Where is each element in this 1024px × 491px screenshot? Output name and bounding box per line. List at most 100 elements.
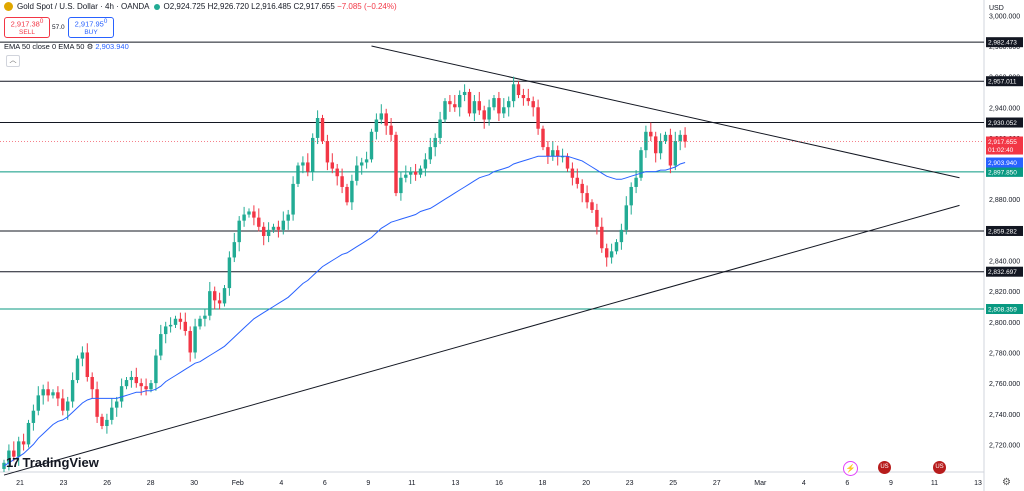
buy-button[interactable]: 2,917.950 BUY (68, 17, 114, 38)
candle-body[interactable] (653, 136, 658, 154)
currency-label[interactable]: USD (989, 5, 1004, 12)
candle-body[interactable] (355, 165, 359, 181)
candle-body[interactable] (531, 101, 535, 108)
candle-body[interactable] (541, 128, 545, 148)
candle-body[interactable] (46, 389, 50, 396)
candle-body[interactable] (340, 176, 344, 187)
candle-body[interactable] (595, 209, 599, 227)
candle-body[interactable] (296, 165, 300, 184)
candle-body[interactable] (443, 101, 447, 120)
candle-body[interactable] (291, 183, 295, 215)
candle-body[interactable] (163, 326, 168, 335)
candle-body[interactable] (408, 171, 413, 175)
candle-body[interactable] (379, 113, 384, 120)
candle-body[interactable] (65, 401, 70, 411)
candle-body[interactable] (555, 150, 560, 157)
candle-body[interactable] (604, 248, 609, 258)
candle-body[interactable] (21, 441, 26, 445)
candle-body[interactable] (144, 386, 148, 390)
candle-body[interactable] (497, 98, 501, 114)
candle-body[interactable] (438, 119, 442, 138)
flash-event-icon[interactable]: ⚡ (843, 461, 858, 476)
candle-body[interactable] (629, 186, 633, 206)
candle-body[interactable] (467, 91, 472, 114)
candle-body[interactable] (649, 131, 653, 137)
candle-body[interactable] (124, 380, 129, 387)
candle-body[interactable] (418, 168, 423, 175)
candle-body[interactable] (114, 401, 119, 408)
candle-body[interactable] (168, 324, 173, 327)
descending-trendline[interactable] (371, 45, 960, 179)
candle-body[interactable] (203, 315, 207, 319)
candle-body[interactable] (212, 291, 217, 301)
candle-body[interactable] (624, 205, 629, 230)
candle-body[interactable] (149, 383, 153, 390)
candle-body[interactable] (364, 159, 369, 163)
candle-body[interactable] (310, 137, 315, 172)
candle-body[interactable] (134, 376, 139, 384)
candle-body[interactable] (472, 101, 477, 114)
candle-body[interactable] (580, 183, 584, 194)
candle-body[interactable] (178, 318, 183, 322)
candle-body[interactable] (673, 140, 678, 166)
candle-body[interactable] (359, 162, 364, 166)
candle-body[interactable] (560, 156, 565, 158)
candle-body[interactable] (477, 101, 482, 111)
candle-body[interactable] (551, 150, 555, 157)
candle-body[interactable] (639, 150, 643, 178)
candle-body[interactable] (511, 84, 516, 102)
candle-body[interactable] (26, 422, 31, 445)
gear-icon[interactable]: ⚙ (1002, 477, 1011, 488)
candle-body[interactable] (110, 407, 114, 420)
candle-body[interactable] (585, 193, 589, 203)
candle-body[interactable] (516, 84, 521, 96)
candle-body[interactable] (492, 98, 496, 108)
candle-body[interactable] (448, 101, 452, 105)
candle-body[interactable] (70, 380, 75, 402)
candle-body[interactable] (404, 174, 408, 178)
candle-body[interactable] (227, 257, 232, 289)
candle-body[interactable] (320, 118, 325, 141)
us-flag-event-icon[interactable]: US (933, 461, 946, 474)
candle-body[interactable] (663, 134, 668, 141)
candle-body[interactable] (683, 134, 687, 142)
candle-body[interactable] (100, 416, 104, 427)
candle-body[interactable] (119, 386, 124, 402)
candle-body[interactable] (51, 392, 55, 396)
candle-body[interactable] (590, 202, 594, 210)
symbol-title[interactable]: Gold Spot / U.S. Dollar · 4h · OANDA (17, 2, 150, 11)
candle-body[interactable] (36, 395, 41, 411)
candle-body[interactable] (325, 140, 330, 163)
chevron-up-icon[interactable]: ︿ (6, 55, 20, 67)
candle-body[interactable] (237, 220, 241, 243)
candle-body[interactable] (634, 177, 638, 187)
candle-body[interactable] (575, 177, 580, 184)
candle-body[interactable] (487, 107, 491, 120)
candle-body[interactable] (198, 318, 202, 327)
candle-body[interactable] (394, 134, 398, 194)
candle-body[interactable] (668, 134, 673, 166)
candle-body[interactable] (678, 134, 682, 141)
us-flag-event-icon[interactable]: US (878, 461, 891, 474)
candle-body[interactable] (217, 300, 222, 304)
candle-body[interactable] (315, 118, 320, 138)
candle-body[interactable] (565, 156, 570, 169)
candle-body[interactable] (193, 326, 197, 353)
candle-body[interactable] (257, 217, 261, 227)
candle-body[interactable] (609, 251, 614, 258)
candle-body[interactable] (281, 220, 286, 230)
candle-body[interactable] (261, 226, 266, 236)
candle-body[interactable] (389, 125, 393, 135)
candle-body[interactable] (105, 419, 109, 427)
candle-body[interactable] (173, 318, 178, 325)
ema-indicator-legend[interactable]: EMA 50 close 0 EMA 50 ⚙ 2,903.940 (4, 42, 129, 51)
candle-body[interactable] (129, 376, 134, 381)
ema-settings-icon[interactable]: ⚙ (86, 42, 94, 51)
candle-body[interactable] (154, 355, 158, 384)
candle-body[interactable] (619, 229, 624, 243)
candle-body[interactable] (85, 352, 90, 377)
candle-body[interactable] (95, 389, 99, 417)
candle-body[interactable] (286, 214, 290, 221)
candle-body[interactable] (536, 107, 540, 129)
